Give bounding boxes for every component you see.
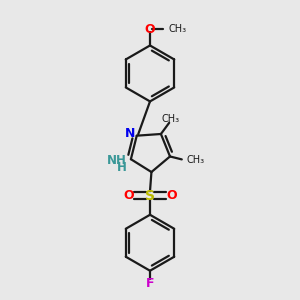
Text: N: N: [125, 127, 136, 140]
Text: CH₃: CH₃: [161, 114, 179, 124]
Text: H: H: [117, 161, 127, 174]
Text: CH₃: CH₃: [187, 155, 205, 165]
Text: O: O: [166, 189, 177, 202]
Text: F: F: [146, 277, 154, 290]
Text: O: O: [145, 23, 155, 36]
Text: S: S: [145, 189, 155, 202]
Text: CH₃: CH₃: [169, 24, 187, 34]
Text: NH: NH: [106, 154, 127, 167]
Text: O: O: [123, 189, 134, 202]
